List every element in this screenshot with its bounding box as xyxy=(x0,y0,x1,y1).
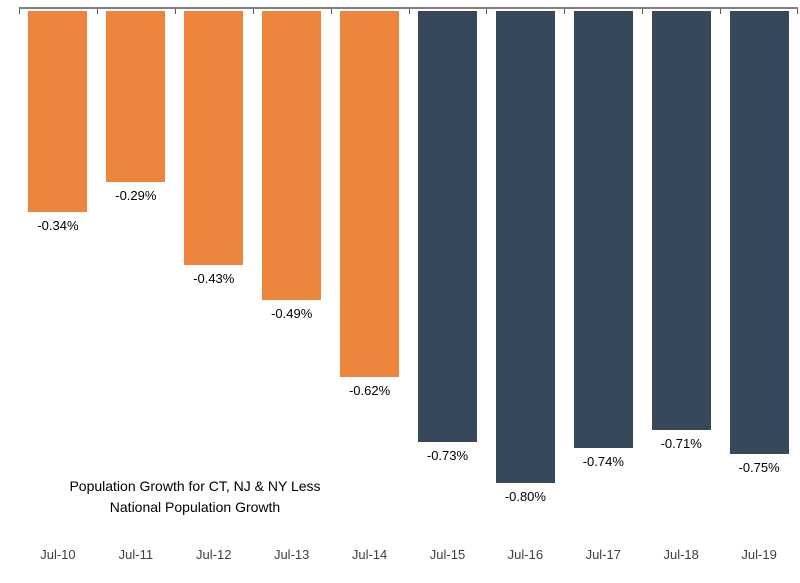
bar-column: -0.75% xyxy=(720,11,798,504)
bar-column: -0.34% xyxy=(19,11,97,504)
bar-value-label: -0.34% xyxy=(37,218,79,233)
bar-value-label: -0.29% xyxy=(115,188,157,203)
axis-tick xyxy=(175,9,176,14)
bar xyxy=(417,11,477,442)
bar-column: -0.71% xyxy=(642,11,720,504)
bar-value-label: -0.74% xyxy=(582,454,624,469)
x-axis-label: Jul-14 xyxy=(351,547,388,562)
axis-tick xyxy=(642,9,643,14)
x-axis-label: Jul-19 xyxy=(741,547,777,562)
bar-value-label: -0.71% xyxy=(660,436,702,451)
bar xyxy=(28,11,88,212)
axis-tick xyxy=(409,9,410,14)
bar-column: -0.73% xyxy=(409,11,487,504)
x-axis-label: Jul-18 xyxy=(663,547,699,562)
bar xyxy=(262,11,322,300)
chart-title: Population Growth for CT, NJ & NY Less N… xyxy=(30,476,360,518)
x-axis-label: Jul-10 xyxy=(40,547,76,562)
bar-value-label: -0.62% xyxy=(348,383,391,398)
axis-tick xyxy=(564,9,565,14)
bar-column: -0.49% xyxy=(253,11,331,504)
x-axis-labels: Jul-10 Jul-11 Jul-12 Jul-13 Jul-14 Jul-15 Jul-… xyxy=(19,547,798,562)
bar xyxy=(495,11,555,483)
bar-column: -0.80% xyxy=(486,11,564,504)
bar xyxy=(573,11,633,448)
axis-tick xyxy=(253,9,254,14)
bar-value-label: -0.49% xyxy=(271,306,313,321)
x-axis-label: Jul-17 xyxy=(585,547,621,562)
bar-value-label: -0.43% xyxy=(193,271,235,286)
plot-area: -0.34% -0.29% -0.43% -0.49% -0.62% -0.73% -0.8… xyxy=(19,7,798,547)
bar xyxy=(651,11,711,430)
x-axis-label: Jul-11 xyxy=(118,547,154,562)
bar-value-label: -0.73% xyxy=(426,448,469,463)
bar-column: -0.43% xyxy=(175,11,253,504)
bar-value-label: -0.80% xyxy=(504,489,546,504)
bar-column: -0.74% xyxy=(564,11,642,504)
bar xyxy=(106,11,166,182)
axis-tick xyxy=(720,9,721,14)
bar xyxy=(184,11,244,265)
bar xyxy=(340,11,400,377)
chart-title-line-2: National Population Growth xyxy=(109,499,281,515)
chart-title-line-1: Population Growth for CT, NJ & NY Less xyxy=(69,478,321,494)
axis-tick xyxy=(97,9,98,14)
bar-column: -0.62% xyxy=(331,11,409,504)
bar-column: -0.29% xyxy=(97,11,175,504)
axis-tick xyxy=(486,9,487,14)
x-axis-label: Jul-13 xyxy=(273,547,310,562)
bar xyxy=(729,11,789,454)
axis-tick xyxy=(797,9,798,14)
bar-value-label: -0.75% xyxy=(738,460,780,475)
x-axis-label: Jul-16 xyxy=(507,547,544,562)
x-axis-label: Jul-12 xyxy=(196,547,232,562)
axis-tick xyxy=(19,9,20,14)
x-axis-label: Jul-15 xyxy=(429,547,466,562)
bars-container: -0.34% -0.29% -0.43% -0.49% -0.62% -0.73% -0.8… xyxy=(19,11,798,504)
axis-tick xyxy=(331,9,332,14)
